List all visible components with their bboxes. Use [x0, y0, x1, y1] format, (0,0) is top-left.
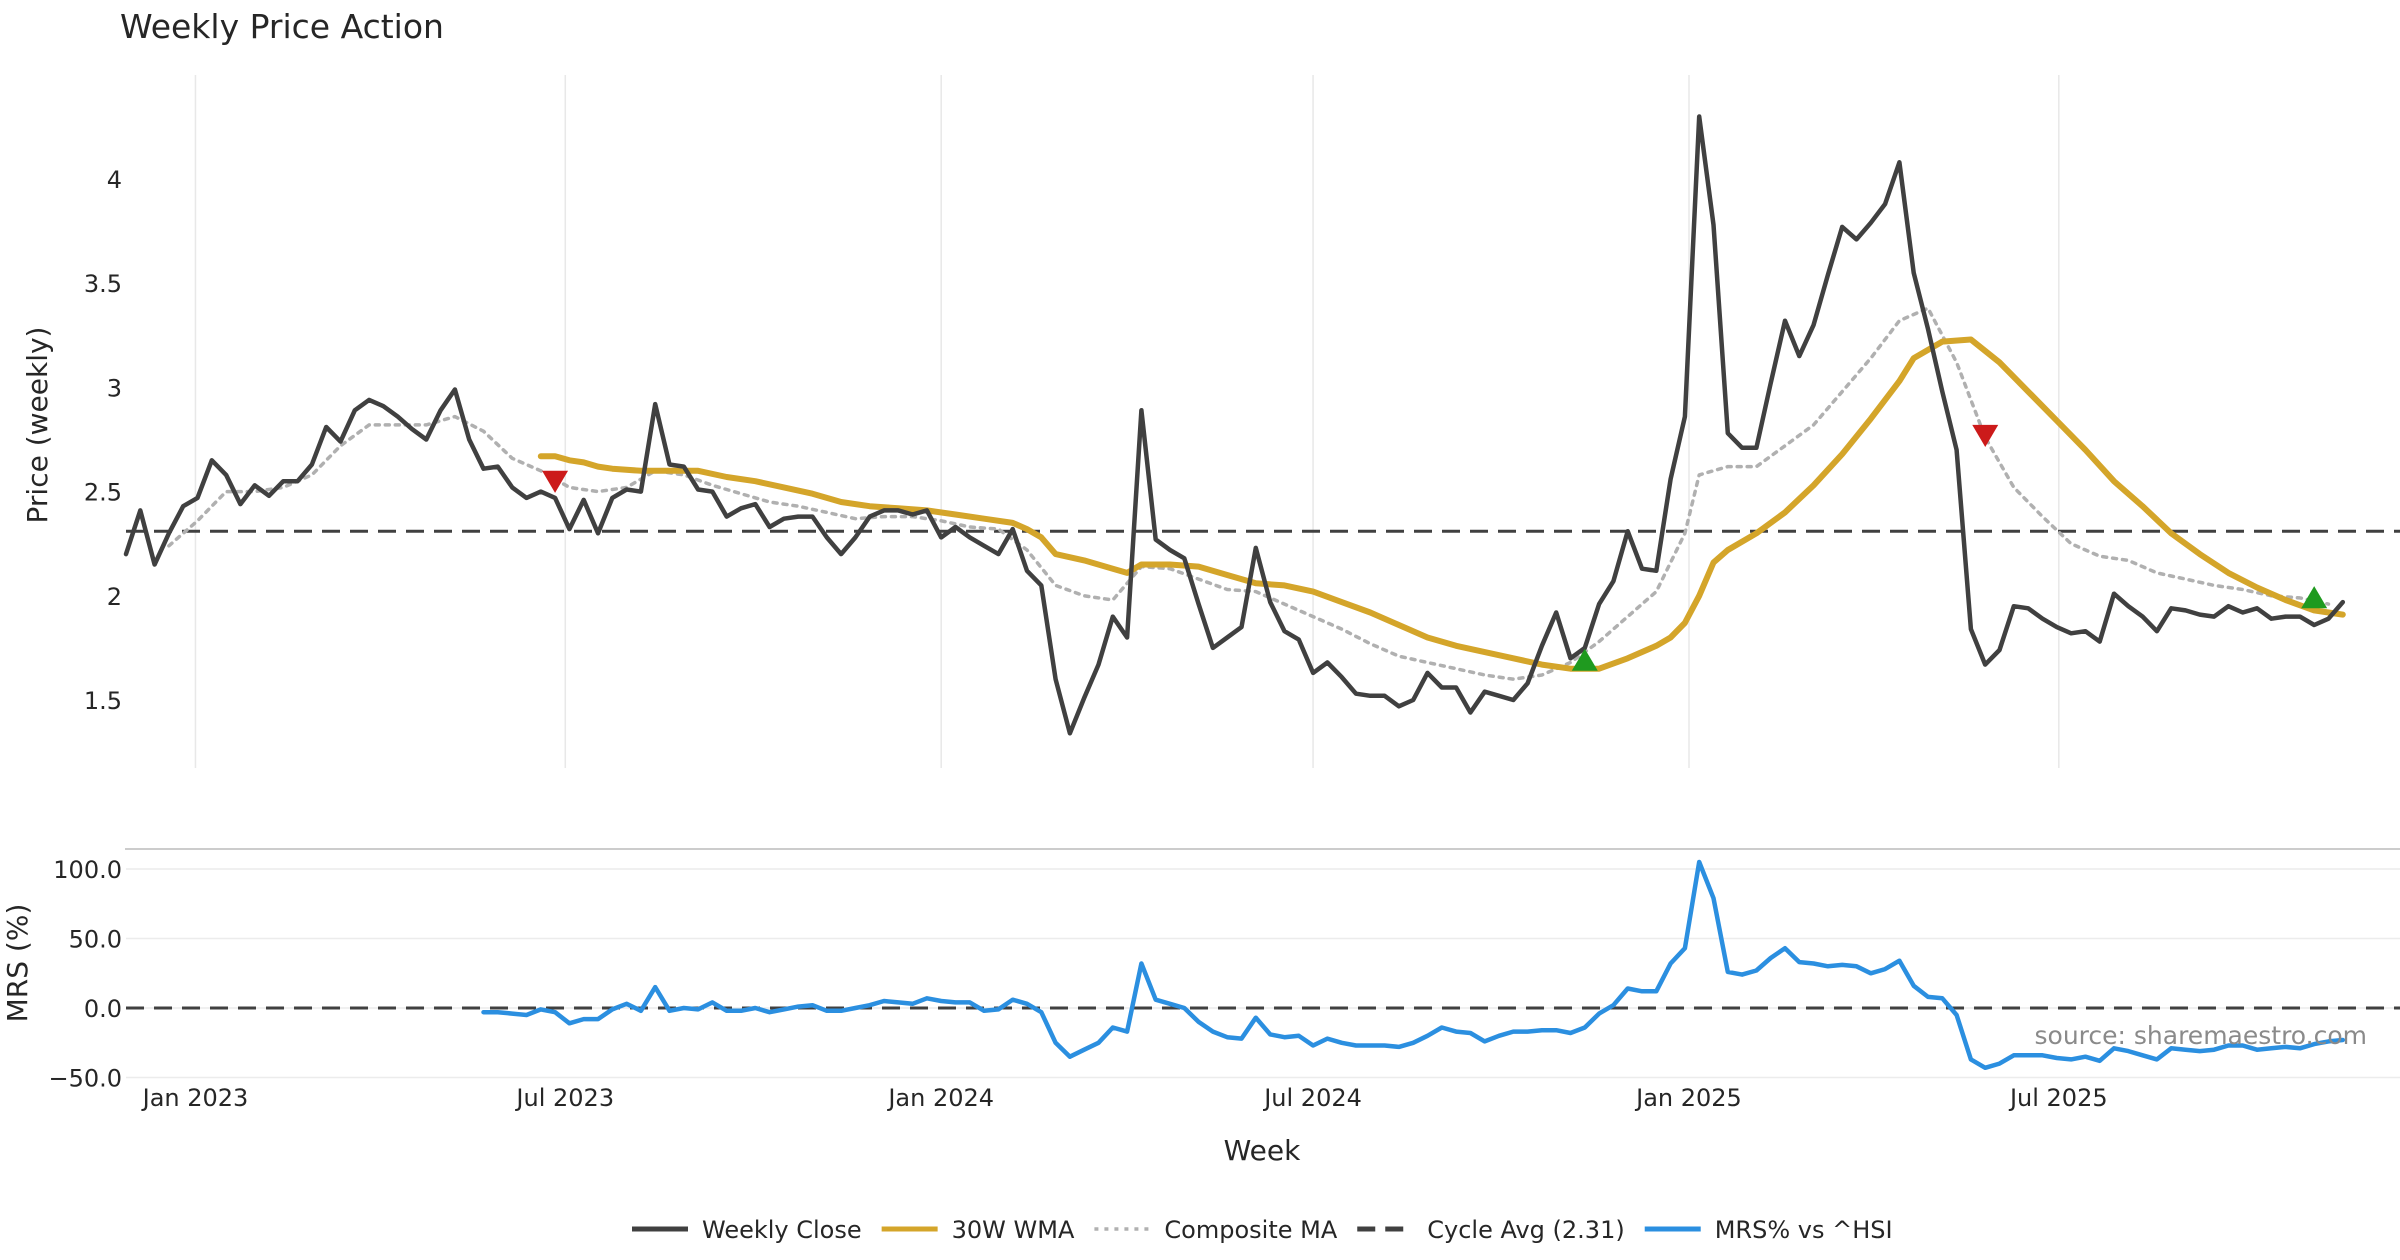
mrs-series: [126, 859, 2400, 1071]
weekly-close-line: [123, 114, 2346, 736]
chart-title: Weekly Price Action: [120, 7, 444, 46]
x-tick-label: Jul 2024: [1262, 1084, 1362, 1112]
mrs-y-tick-label: 50.0: [69, 926, 122, 954]
sell-marker: [1972, 424, 1999, 448]
x-tick-label: Jan 2025: [1634, 1084, 1742, 1112]
x-ticks: Jan 2023 Jul 2023 Jan 2024 Jul 2024 Jan 2025…: [141, 1084, 2108, 1112]
price-y-ticks: 1.5 2 2.5 3 3.5 4: [84, 166, 122, 715]
legend-label-weekly-close: Weekly Close: [702, 1216, 862, 1244]
mrs-y-tick-label: 0.0: [84, 995, 122, 1023]
legend-label-composite-ma: Composite MA: [1164, 1216, 1337, 1244]
30w-wma-line: [537, 336, 2346, 672]
legend-label-30w-wma: 30W WMA: [952, 1216, 1075, 1244]
composite-ma-line: [167, 306, 2331, 681]
mrs-grid: [126, 868, 2400, 1079]
x-tick-label: Jul 2025: [2008, 1084, 2108, 1112]
mrs-y-tick-label: 100.0: [53, 856, 122, 884]
x-tick-label: Jan 2023: [141, 1084, 249, 1112]
mrs-y-tick-label: −50.0: [48, 1065, 122, 1093]
price-y-tick-label: 1.5: [84, 687, 122, 715]
x-tick-label: Jul 2023: [514, 1084, 614, 1112]
price-grid: [194, 75, 2060, 768]
mrs-y-ticks: −50.0 0.0 50.0 100.0: [48, 856, 122, 1093]
sell-marker: [542, 470, 569, 493]
source-label: source: sharemaestro.com: [2035, 1021, 2368, 1050]
signal-markers: [542, 424, 2328, 671]
price-y-tick-label: 3.5: [84, 270, 122, 298]
mrs-y-axis-label: MRS (%): [1, 904, 34, 1023]
price-y-tick-label: 2: [107, 583, 122, 611]
x-axis-label: Week: [1224, 1134, 1301, 1167]
price-y-tick-label: 3: [107, 374, 122, 402]
legend-label-cycle-avg-2-31: Cycle Avg (2.31): [1427, 1216, 1624, 1244]
price-y-tick-label: 4: [107, 166, 122, 194]
price-series: [123, 114, 2400, 736]
buy-marker: [1571, 648, 1598, 671]
legend: Weekly Close 30W WMA Composite MA Cycle Avg…: [632, 1216, 1893, 1244]
buy-marker: [2301, 586, 2328, 609]
x-tick-label: Jan 2024: [886, 1084, 994, 1112]
price-y-tick-label: 2.5: [84, 479, 122, 507]
legend-label-mrs-vs-hsi: MRS% vs ^HSI: [1715, 1216, 1893, 1244]
mrs-line: [481, 859, 2346, 1071]
price-y-axis-label: Price (weekly): [21, 327, 54, 524]
